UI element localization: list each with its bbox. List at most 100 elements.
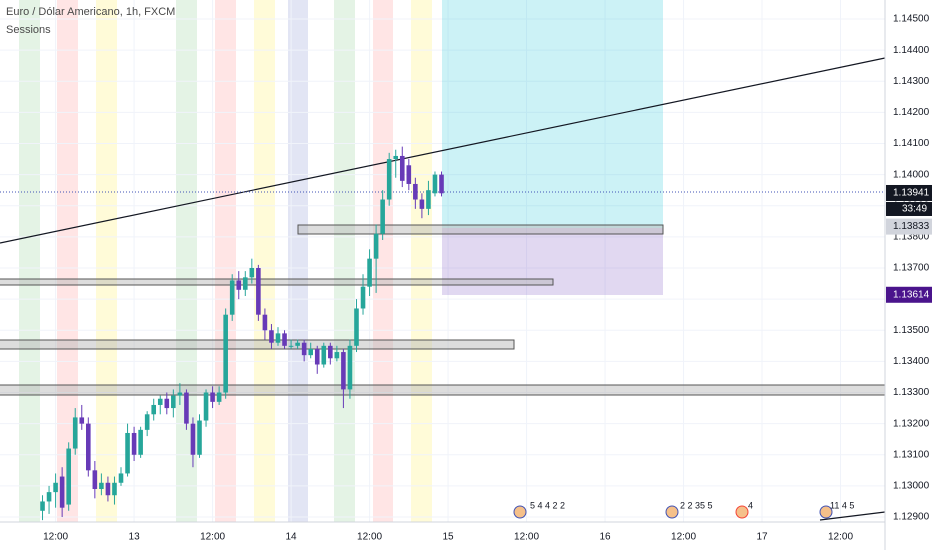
candle-body: [354, 308, 359, 346]
zone: [0, 278, 554, 286]
candle-body: [144, 414, 150, 430]
x-tick-label: 12:00: [828, 532, 853, 543]
candle-body: [157, 398, 163, 405]
candle-body: [301, 342, 307, 356]
candle-body: [242, 277, 248, 290]
candle-body: [59, 476, 65, 508]
event-count: 4: [748, 500, 753, 510]
candle-body: [105, 482, 111, 496]
event-count: 5 4 4 2 2: [530, 500, 565, 510]
y-tick-label: 1.13700: [893, 263, 930, 274]
candle-body: [184, 392, 189, 424]
y-tick-label: 1.14300: [893, 76, 930, 87]
candle-body: [282, 333, 287, 346]
y-tick-label: 1.13100: [893, 449, 930, 460]
candle-body: [347, 345, 353, 390]
candle-body: [321, 345, 327, 365]
zone: [0, 384, 886, 396]
candle-body: [341, 352, 346, 390]
candle-body: [334, 352, 340, 359]
candle-body: [314, 348, 320, 365]
x-tick-label: 12:00: [357, 532, 382, 543]
candle-body: [328, 345, 333, 359]
candle-body: [399, 155, 405, 181]
y-tick-label: 1.14100: [893, 138, 930, 149]
session-band: [254, 0, 275, 522]
y-tick-label: 1.13800: [893, 232, 930, 243]
session-band: [96, 0, 117, 522]
candle-body: [86, 423, 91, 471]
candle-body: [164, 398, 170, 409]
candle-body: [373, 233, 379, 259]
candle-body: [432, 174, 438, 194]
session-band: [334, 0, 355, 522]
y-tick-label: 1.14500: [893, 14, 930, 25]
y-tick-label: 1.13400: [893, 356, 930, 367]
candle-body: [426, 190, 431, 209]
y-tick-label: 1.12900: [893, 512, 930, 523]
candle-body: [138, 429, 143, 455]
candle-body: [197, 420, 202, 455]
candle-body: [223, 314, 228, 393]
session-band: [57, 0, 78, 522]
candle-body: [151, 404, 157, 415]
x-tick-label: 13: [129, 532, 141, 543]
candle-body: [46, 492, 52, 502]
y-tick-label: 1.14000: [893, 169, 930, 180]
trendline: [0, 57, 886, 244]
candle-body: [72, 417, 78, 449]
session-band: [215, 0, 236, 522]
candle-body: [53, 482, 58, 493]
candle-body: [112, 482, 117, 496]
price-tag: [886, 286, 932, 303]
indicator-label: Sessions: [6, 24, 51, 36]
x-tick-label: 12:00: [43, 532, 68, 543]
candle-body: [171, 395, 176, 409]
x-tick-label: 16: [599, 532, 611, 543]
event-icon: [819, 505, 833, 519]
countdown: 33:49: [902, 204, 927, 215]
candle-body: [190, 423, 196, 455]
candle-body: [288, 345, 294, 347]
candle-body: [439, 174, 444, 194]
trendline: [819, 511, 886, 521]
candles: [40, 146, 444, 521]
candle-body: [380, 199, 385, 234]
candle-body: [275, 333, 281, 343]
session-band: [19, 0, 40, 522]
x-tick-label: 14: [286, 532, 298, 543]
zone: [297, 224, 664, 235]
session-band: [288, 0, 308, 522]
event-count: 11 4 5: [830, 500, 854, 510]
event-icon: [665, 505, 679, 519]
session-band: [411, 0, 432, 522]
price-tag: [886, 218, 932, 235]
candle-body: [419, 199, 425, 209]
candle-body: [125, 432, 130, 474]
grid: [0, 0, 885, 522]
event-icon: [513, 505, 527, 519]
candle-body: [66, 448, 71, 505]
candle-body: [203, 392, 209, 421]
price-tag-label: 1.13941: [893, 188, 930, 199]
x-tick-label: 12:00: [671, 532, 696, 543]
candle-body: [236, 280, 242, 290]
candle-body: [40, 501, 45, 511]
x-tick-label: 17: [756, 532, 768, 543]
price-tag-label: 1.13614: [893, 289, 930, 300]
candle-body: [360, 286, 366, 309]
chart-title: Euro / Dólar Americano, 1h, FXCM: [6, 6, 175, 18]
candle-body: [99, 482, 104, 490]
candle-body: [367, 258, 372, 287]
y-tick-label: 1.13200: [893, 418, 930, 429]
y-tick-label: 1.13300: [893, 387, 930, 398]
y-tick-label: 1.14400: [893, 45, 930, 56]
price-tag-label: 1.13833: [893, 221, 930, 232]
candle-body: [177, 392, 183, 396]
x-tick-label: 15: [442, 532, 454, 543]
y-tick-label: 1.14200: [893, 107, 930, 118]
session-band: [373, 0, 393, 522]
sessions: [19, 0, 432, 522]
candle-body: [256, 268, 261, 315]
target-zone: [442, 0, 663, 228]
